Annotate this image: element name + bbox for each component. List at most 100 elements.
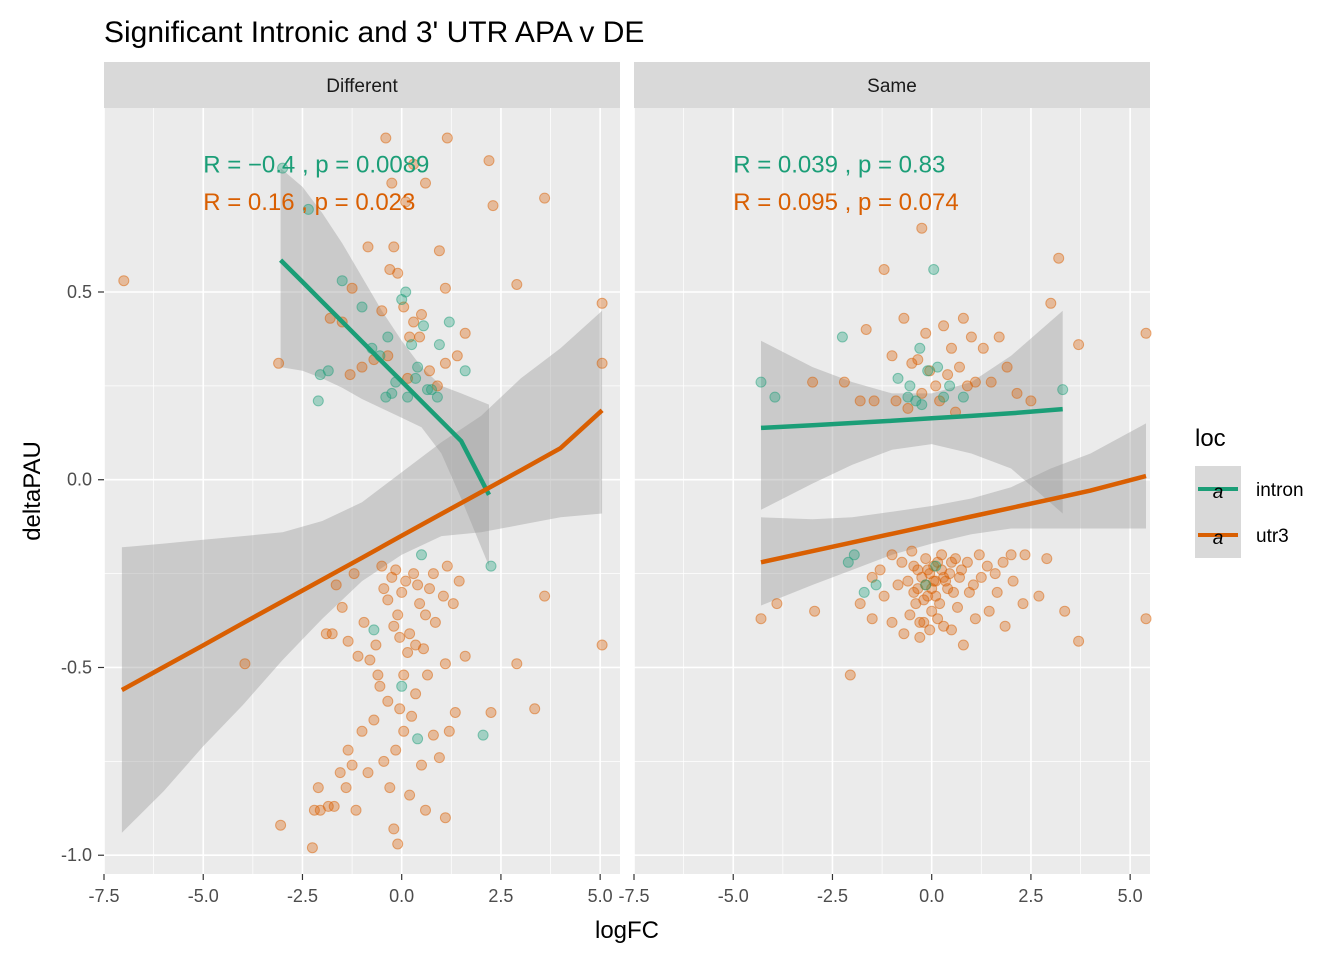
- point-utr3: [914, 631, 926, 643]
- point-utr3: [969, 376, 981, 388]
- x-tick-label: -2.5: [817, 886, 848, 906]
- x-tick-label: 2.5: [488, 886, 513, 906]
- point-utr3: [948, 586, 959, 598]
- point-utr3: [886, 350, 898, 362]
- point-utr3: [771, 598, 783, 610]
- point-utr3: [983, 605, 995, 617]
- point-utr3: [350, 804, 362, 816]
- point-utr3: [993, 331, 1005, 343]
- facet-same: Same R = 0.039 , p = 0.83 R = 0.095 , p =…: [633, 62, 1152, 874]
- point-utr3: [878, 264, 890, 275]
- point-intron: [356, 301, 368, 313]
- point-utr3: [382, 350, 394, 362]
- point-utr3: [886, 549, 898, 561]
- point-utr3: [330, 579, 342, 591]
- point-utr3: [890, 395, 902, 407]
- y-tick-label: 0.5: [67, 282, 92, 302]
- point-utr3: [386, 177, 398, 189]
- point-utr3: [433, 752, 445, 764]
- point-utr3: [860, 324, 872, 335]
- point-utr3: [596, 297, 608, 309]
- point-utr3: [985, 376, 997, 388]
- point-utr3: [322, 800, 334, 812]
- x-axis-same: -7.5 -5.0 -2.5 0.0 2.5 5.0: [618, 874, 1143, 906]
- point-utr3: [898, 312, 910, 324]
- point-utr3: [118, 275, 130, 287]
- point-intron: [322, 365, 334, 377]
- point-intron: [755, 376, 767, 388]
- point-utr3: [394, 703, 406, 715]
- point-utr3: [999, 620, 1011, 632]
- point-utr3: [441, 560, 453, 572]
- point-utr3: [416, 309, 427, 320]
- legend-glyph-utr3: a: [1213, 528, 1224, 549]
- point-utr3: [433, 245, 445, 257]
- point-intron: [938, 391, 950, 403]
- point-utr3: [364, 654, 376, 666]
- point-utr3: [346, 282, 358, 294]
- point-utr3: [809, 605, 821, 617]
- point-utr3: [957, 312, 969, 324]
- fit-line-intron: [279, 258, 491, 496]
- point-intron: [858, 586, 870, 598]
- point-utr3: [912, 354, 924, 366]
- point-intron: [412, 733, 424, 745]
- point-utr3: [1019, 549, 1031, 561]
- point-utr3: [539, 590, 551, 602]
- panel-bg-different: [104, 108, 620, 874]
- points-different: [118, 132, 608, 854]
- point-utr3: [352, 650, 364, 662]
- point-utr3: [324, 312, 336, 324]
- point-utr3: [932, 613, 944, 625]
- x-tick-label: 0.0: [919, 886, 944, 906]
- point-intron: [386, 387, 398, 399]
- point-utr3: [952, 601, 963, 613]
- point-utr3: [1005, 549, 1017, 561]
- point-utr3: [376, 560, 388, 572]
- point-utr3: [1045, 297, 1057, 309]
- point-utr3: [392, 267, 404, 279]
- x-tick-label: 5.0: [1118, 886, 1143, 906]
- point-intron: [433, 339, 445, 351]
- point-utr3: [906, 357, 918, 369]
- point-utr3: [356, 725, 368, 737]
- facet-different: Different R = −0.4 , p = 0.0089 R = 0.16 …: [103, 62, 620, 874]
- x-tick-label: -2.5: [287, 886, 318, 906]
- point-intron: [416, 549, 427, 561]
- fit-line-utr3: [120, 408, 604, 692]
- point-utr3: [336, 601, 348, 613]
- y-axis-title: deltaPAU: [19, 441, 46, 541]
- confidence-ribbon-utr3: [121, 310, 603, 833]
- point-utr3: [451, 350, 463, 362]
- point-utr3: [596, 357, 608, 369]
- point-utr3: [975, 571, 987, 583]
- point-utr3: [511, 279, 523, 290]
- point-utr3: [394, 631, 406, 643]
- point-utr3: [1011, 387, 1023, 399]
- point-utr3: [370, 639, 382, 651]
- point-utr3: [946, 556, 957, 568]
- point-utr3: [437, 590, 449, 602]
- point-utr3: [382, 695, 394, 707]
- point-intron: [928, 264, 940, 275]
- point-utr3: [1053, 252, 1065, 264]
- point-intron: [418, 320, 429, 332]
- point-utr3: [487, 200, 499, 212]
- point-utr3: [400, 196, 412, 208]
- strip-different: [104, 62, 620, 108]
- point-utr3: [755, 613, 767, 625]
- point-intron: [485, 560, 497, 572]
- legend-title: loc: [1195, 425, 1226, 452]
- point-intron: [477, 729, 489, 741]
- point-utr3: [969, 613, 981, 625]
- point-utr3: [866, 613, 878, 625]
- x-tick-label: -5.0: [718, 886, 749, 906]
- grid-different: [103, 108, 620, 874]
- point-intron: [920, 579, 932, 591]
- point-utr3: [378, 583, 390, 595]
- point-intron: [930, 560, 942, 572]
- point-utr3: [483, 155, 495, 167]
- point-utr3: [957, 639, 969, 651]
- point-utr3: [408, 316, 420, 328]
- point-intron: [957, 391, 969, 403]
